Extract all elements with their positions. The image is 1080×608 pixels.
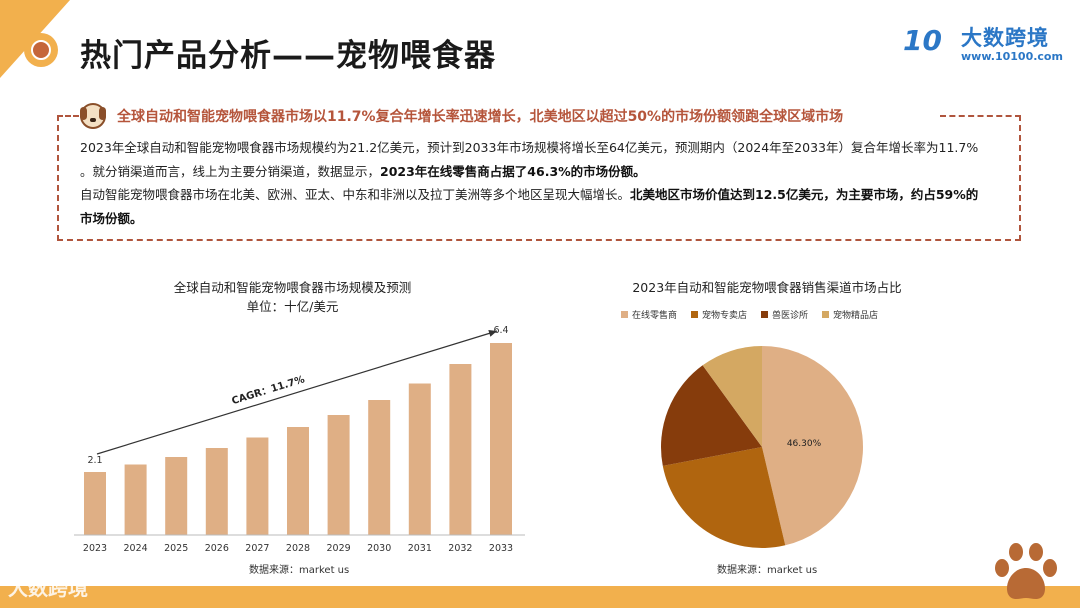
bar-chart-title: 全球自动和智能宠物喂食器市场规模及预测 xyxy=(173,280,412,295)
page-title: 热门产品分析——宠物喂食器 xyxy=(80,38,496,74)
footer-logo: 大数跨境 xyxy=(8,576,88,600)
pie-legend: 在线零售商 宠物专卖店 兽医诊所 宠物精品店 xyxy=(621,308,878,321)
summary-p2-highlight: 北美地区市场价值达到12.5亿美元，为主要市场，约占59%的市场份额。 xyxy=(80,187,979,226)
bar-2030 xyxy=(368,400,391,535)
summary-p2-text: 自动智能宠物喂食器市场在北美、欧洲、亚太、中东和非洲以及拉丁美洲等多个地区呈现大… xyxy=(80,187,631,202)
x-tick-2025: 2025 xyxy=(164,543,188,554)
legend-label: 在线零售商 xyxy=(632,311,678,321)
bar-2026 xyxy=(205,448,228,535)
brand-mark-icon: 10 xyxy=(903,24,942,57)
bar-2033 xyxy=(490,343,512,535)
bar-2028 xyxy=(287,427,309,535)
summary-box-top-left xyxy=(57,115,79,117)
pie-chart-title: 2023年自动和智能宠物喂食器销售渠道市场占比 xyxy=(632,280,902,295)
pie-chart: 46.30% xyxy=(661,346,863,548)
data-label-first: 2.1 xyxy=(87,455,102,466)
legend-item: 宠物专卖店 xyxy=(691,308,747,321)
pie-slices xyxy=(661,346,863,548)
bars-group xyxy=(84,343,512,535)
x-tick-2027: 2027 xyxy=(245,543,269,554)
x-tick-2024: 2024 xyxy=(124,543,148,554)
summary-box xyxy=(57,115,1021,241)
data-label-last: 6.4 xyxy=(493,325,508,336)
summary-p1-text: 2023年全球自动和智能宠物喂食器市场规模约为21.2亿美元，预计到2033年市… xyxy=(80,140,979,179)
pie-slice-3 xyxy=(661,365,762,466)
bar-2025 xyxy=(165,457,188,535)
brand-logo[interactable]: 10 大数跨境 www.10100.com xyxy=(903,22,1063,68)
summary-p1-highlight: 2023年在线零售商占据了46.3%的市场份额。 xyxy=(380,163,646,179)
x-tick-2033: 2033 xyxy=(489,543,513,554)
summary-headline: 全球自动和智能宠物喂食器市场以11.7%复合年增长率迅速增长，北美地区以超过50… xyxy=(115,106,848,126)
brand-name: 大数跨境 xyxy=(961,26,1049,50)
cagr-arrow-head xyxy=(488,330,497,337)
x-tick-2029: 2029 xyxy=(327,543,351,554)
title-bullet-icon xyxy=(24,33,58,67)
summary-body: 2023年全球自动和智能宠物喂食器市场规模约为21.2亿美元，预计到2033年市… xyxy=(80,136,990,230)
legend-item: 兽医诊所 xyxy=(761,308,808,321)
bar-2029 xyxy=(327,415,350,535)
x-tick-labels: 2023 2024 2025 2026 2027 2028 2029 2030 2031 2032… xyxy=(83,543,513,554)
legend-label: 宠物精品店 xyxy=(833,311,879,321)
x-tick-2023: 2023 xyxy=(83,543,107,554)
legend-swatch xyxy=(691,311,699,318)
footer-bar xyxy=(0,586,1080,608)
brand-url: www.10100.com xyxy=(961,50,1063,63)
x-tick-2028: 2028 xyxy=(286,543,310,554)
x-tick-2032: 2032 xyxy=(448,543,472,554)
legend-swatch xyxy=(761,311,769,318)
bar-2027 xyxy=(246,437,269,535)
pie-slice-4 xyxy=(702,346,762,447)
x-tick-2031: 2031 xyxy=(408,543,432,554)
bar-chart-subtitle: 单位：十亿/美元 xyxy=(246,299,339,314)
legend-label: 兽医诊所 xyxy=(772,311,809,321)
cagr-label: CAGR：11.7% xyxy=(230,374,306,407)
legend-swatch xyxy=(621,311,628,318)
pie-slice-2 xyxy=(662,447,786,548)
bar-chart: 2023 2024 2025 2026 2027 2028 2029 2030 2031 2032… xyxy=(74,325,525,554)
bar-2032 xyxy=(449,364,472,535)
pie-slice-label: 46.30% xyxy=(787,439,822,449)
legend-item: 在线零售商 xyxy=(621,308,677,321)
dog-icon xyxy=(80,103,106,129)
cagr-trend-arrow xyxy=(96,330,498,455)
bar-chart-source: 数据来源：market us xyxy=(249,565,350,576)
legend-item: 宠物精品店 xyxy=(822,308,878,321)
x-tick-2026: 2026 xyxy=(205,543,229,554)
pie-chart-source: 数据来源：market us xyxy=(717,565,818,576)
paw-icon xyxy=(995,543,1057,599)
legend-label: 宠物专卖店 xyxy=(702,311,748,321)
x-tick-2030: 2030 xyxy=(367,543,391,554)
summary-box-top-right xyxy=(940,115,1021,117)
pie-slice-1 xyxy=(762,346,863,546)
bar-2024 xyxy=(124,464,147,535)
bar-2031 xyxy=(408,383,431,535)
legend-swatch xyxy=(822,311,830,318)
bar-2023 xyxy=(84,472,106,535)
